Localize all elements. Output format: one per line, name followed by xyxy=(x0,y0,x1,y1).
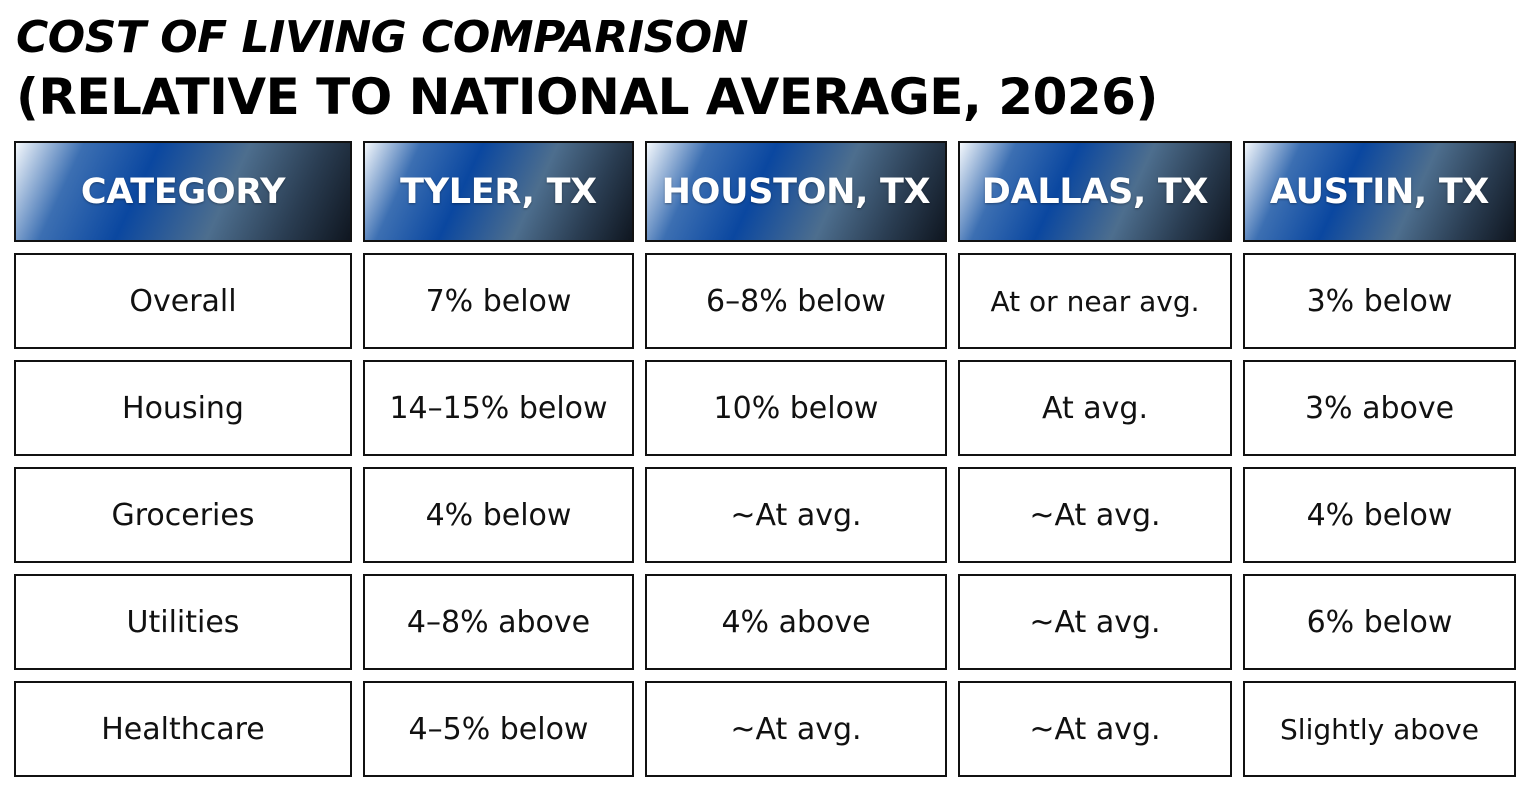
table-cell: Slightly above xyxy=(1243,681,1516,777)
row-label-healthcare: Healthcare xyxy=(14,681,352,777)
table-cell: At avg. xyxy=(958,360,1232,456)
table-cell: 4–8% above xyxy=(363,574,634,670)
row-label-groceries: Groceries xyxy=(14,467,352,563)
header-austin: AUSTIN, TX xyxy=(1243,141,1516,242)
table-cell: ~At avg. xyxy=(958,467,1232,563)
table-cell: ~At avg. xyxy=(645,467,947,563)
header-category: CATEGORY xyxy=(14,141,352,242)
table-cell: 7% below xyxy=(363,253,634,349)
chart-subtitle: (RELATIVE TO NATIONAL AVERAGE, 2026) xyxy=(16,68,1158,126)
table-cell: 4–5% below xyxy=(363,681,634,777)
table-cell: 4% above xyxy=(645,574,947,670)
chart-title: COST OF LIVING COMPARISON xyxy=(16,12,749,63)
table-cell: 6% below xyxy=(1243,574,1516,670)
header-tyler: TYLER, TX xyxy=(363,141,634,242)
table-cell: 10% below xyxy=(645,360,947,456)
table-cell: 4% below xyxy=(1243,467,1516,563)
table-cell: ~At avg. xyxy=(958,681,1232,777)
row-label-overall: Overall xyxy=(14,253,352,349)
table-cell: At or near avg. xyxy=(958,253,1232,349)
header-houston: HOUSTON, TX xyxy=(645,141,947,242)
row-label-housing: Housing xyxy=(14,360,352,456)
table-cell: 3% above xyxy=(1243,360,1516,456)
table-cell: 6–8% below xyxy=(645,253,947,349)
table-cell: 4% below xyxy=(363,467,634,563)
header-dallas: DALLAS, TX xyxy=(958,141,1232,242)
table-cell: ~At avg. xyxy=(958,574,1232,670)
row-label-utilities: Utilities xyxy=(14,574,352,670)
table-cell: ~At avg. xyxy=(645,681,947,777)
table-cell: 3% below xyxy=(1243,253,1516,349)
comparison-table: CATEGORY TYLER, TX HOUSTON, TX DALLAS, T… xyxy=(14,141,1516,777)
table-cell: 14–15% below xyxy=(363,360,634,456)
